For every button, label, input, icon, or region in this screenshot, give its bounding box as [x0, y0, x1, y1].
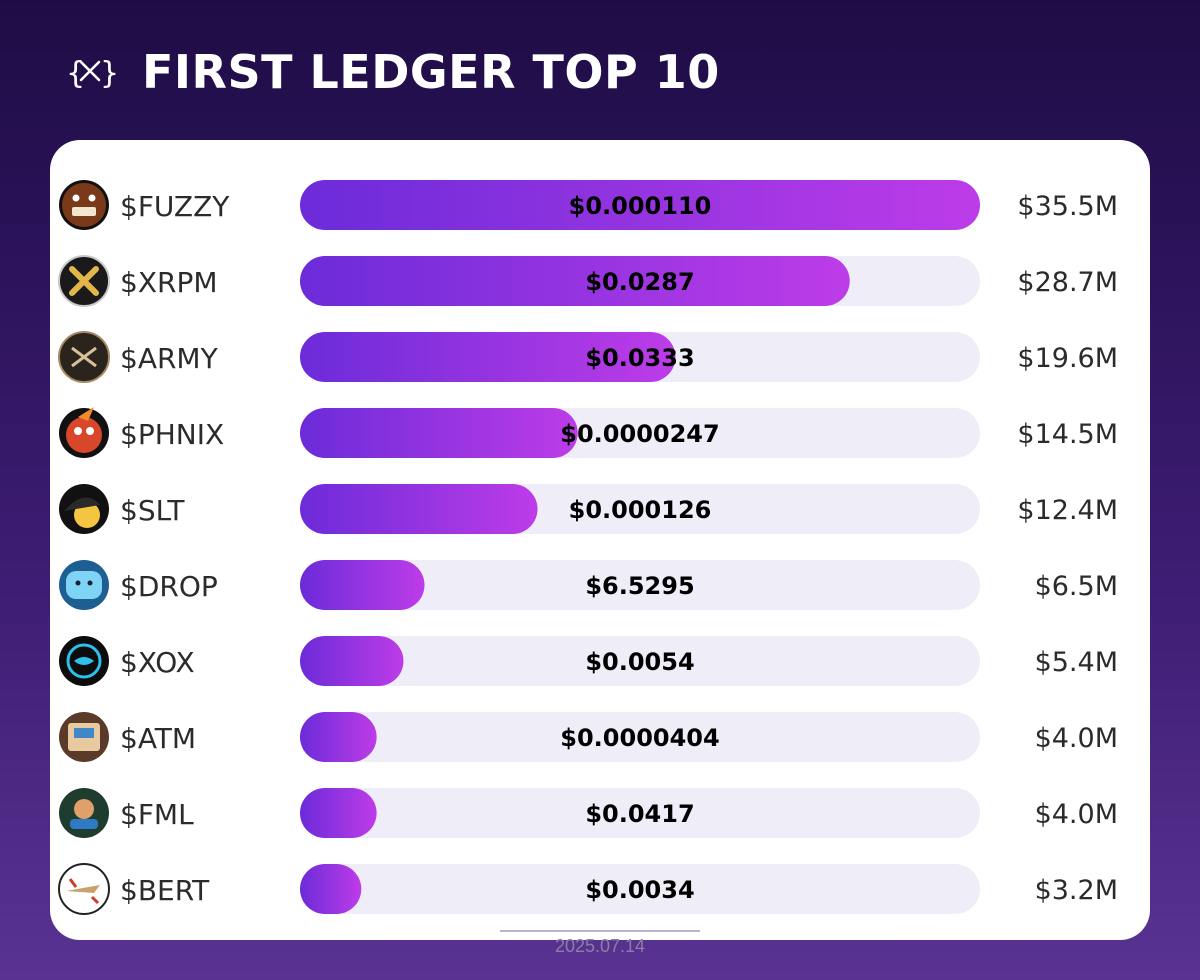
- leaves: [68, 878, 100, 905]
- ranking-card: $FUZZY $0.000110 $35.5M $XRPM $0.0287 $28.7M $…: [50, 140, 1150, 940]
- category-label: $DROP: [120, 570, 218, 603]
- svg-text:}: }: [100, 56, 116, 91]
- blob-eye: [87, 580, 93, 586]
- bar: [300, 408, 578, 458]
- bar-row: $XOX $0.0054 $5.4M: [59, 636, 1118, 686]
- data-label: $14.5M: [1017, 419, 1118, 450]
- bar: [300, 180, 980, 230]
- price-label: $0.0000404: [560, 724, 719, 752]
- bar: [300, 788, 377, 838]
- price-label: $0.0054: [585, 648, 694, 676]
- category-label: $PHNIX: [120, 418, 224, 451]
- bar: [300, 636, 404, 686]
- price-label: $0.0333: [585, 344, 694, 372]
- bird-eye: [74, 427, 82, 435]
- data-label: $12.4M: [1017, 495, 1118, 526]
- bar-row: $ATM $0.0000404 $4.0M: [59, 712, 1118, 762]
- xox-logo-icon: [59, 636, 109, 686]
- atm-machine-avatar-icon: [59, 712, 109, 762]
- bar-row: $ARMY $0.0333 $19.6M: [58, 331, 1118, 383]
- market-cap-bar-chart: $FUZZY $0.000110 $35.5M$XRPM $0.0287 $28.7M$…: [58, 180, 1118, 915]
- cap: [64, 497, 100, 511]
- xox-eye: [74, 657, 94, 665]
- data-label: $3.2M: [1035, 875, 1118, 906]
- phnix-bird-avatar-icon: [59, 407, 109, 458]
- bar-row: $FUZZY $0.000110 $35.5M: [59, 180, 1118, 230]
- price-label: $0.000110: [569, 192, 712, 220]
- bear-eye: [72, 194, 80, 202]
- drop-blob-avatar-icon: [59, 560, 109, 610]
- bar-row: $BERT $0.0034 $3.2M: [58, 863, 1118, 915]
- fml-florida-man-avatar-icon: [59, 788, 109, 838]
- atm-screen: [74, 728, 94, 738]
- category-label: $FUZZY: [120, 190, 230, 223]
- data-label: $28.7M: [1017, 267, 1118, 298]
- price-label: $6.5295: [585, 572, 694, 600]
- bar-track: [300, 636, 980, 686]
- bert-plane-avatar-icon: [58, 863, 110, 915]
- price-label: $0.0287: [585, 268, 694, 296]
- bar: [300, 256, 850, 306]
- category-label: $FML: [120, 798, 194, 831]
- bar: [300, 332, 676, 382]
- bar-row: $SLT $0.000126 $12.4M: [59, 484, 1118, 534]
- category-label: $ATM: [120, 722, 196, 755]
- slt-cap-avatar-icon: [59, 484, 109, 534]
- svg-text:{: {: [66, 56, 85, 91]
- price-label: $0.0000247: [560, 420, 719, 448]
- category-label: $XRPM: [120, 266, 218, 299]
- page-title: FIRST LEDGER TOP 10: [142, 45, 720, 99]
- bear-teeth: [72, 207, 96, 216]
- head: [74, 799, 94, 819]
- curly-braces-x-logo-icon: { }: [64, 46, 116, 98]
- bar-row: $PHNIX $0.0000247 $14.5M: [59, 407, 1118, 458]
- footer-date: 2025.07.14: [554, 936, 646, 956]
- price-label: $0.0034: [585, 876, 694, 904]
- bar-track: [300, 864, 980, 914]
- xox-ring: [66, 643, 102, 679]
- bear-eye: [88, 194, 96, 202]
- category-label: $XOX: [120, 646, 195, 679]
- price-label: $0.0417: [585, 800, 694, 828]
- data-label: $5.4M: [1035, 647, 1118, 678]
- category-label: $SLT: [120, 494, 185, 527]
- x-mark: [69, 266, 99, 296]
- bar: [300, 560, 425, 610]
- bird-body: [66, 417, 102, 453]
- bird-eye: [86, 427, 94, 435]
- face: [74, 502, 100, 528]
- blob-eye: [75, 580, 81, 586]
- bar-row: $XRPM $0.0287 $28.7M: [58, 255, 1118, 307]
- bird-crest: [78, 407, 94, 421]
- bar-track: [300, 712, 980, 762]
- bar: [300, 864, 362, 914]
- price-label: $0.000126: [569, 496, 712, 524]
- footer-divider: [500, 930, 700, 932]
- category-label: $ARMY: [120, 342, 219, 375]
- bar-row: $DROP $6.5295 $6.5M: [59, 560, 1118, 610]
- bar-row: $FML $0.0417 $4.0M: [59, 788, 1118, 838]
- data-label: $35.5M: [1017, 191, 1118, 222]
- bar-track: [300, 788, 980, 838]
- blob: [66, 571, 102, 599]
- data-label: $6.5M: [1035, 571, 1118, 602]
- bar-track: [300, 560, 980, 610]
- bar: [300, 484, 538, 534]
- shirt: [70, 819, 98, 829]
- category-label: $BERT: [120, 874, 210, 907]
- bar: [300, 712, 377, 762]
- data-label: $19.6M: [1017, 343, 1118, 374]
- fuzzy-bear-avatar-icon: [59, 180, 109, 230]
- xrpm-x-logo-icon: [58, 255, 110, 307]
- plane: [66, 885, 100, 893]
- header: { } FIRST LEDGER TOP 10: [64, 42, 720, 102]
- data-label: $4.0M: [1035, 723, 1118, 754]
- bear-face: [62, 183, 106, 227]
- army-mark: [71, 346, 97, 368]
- data-label: $4.0M: [1035, 799, 1118, 830]
- army-logo-icon: [58, 331, 110, 383]
